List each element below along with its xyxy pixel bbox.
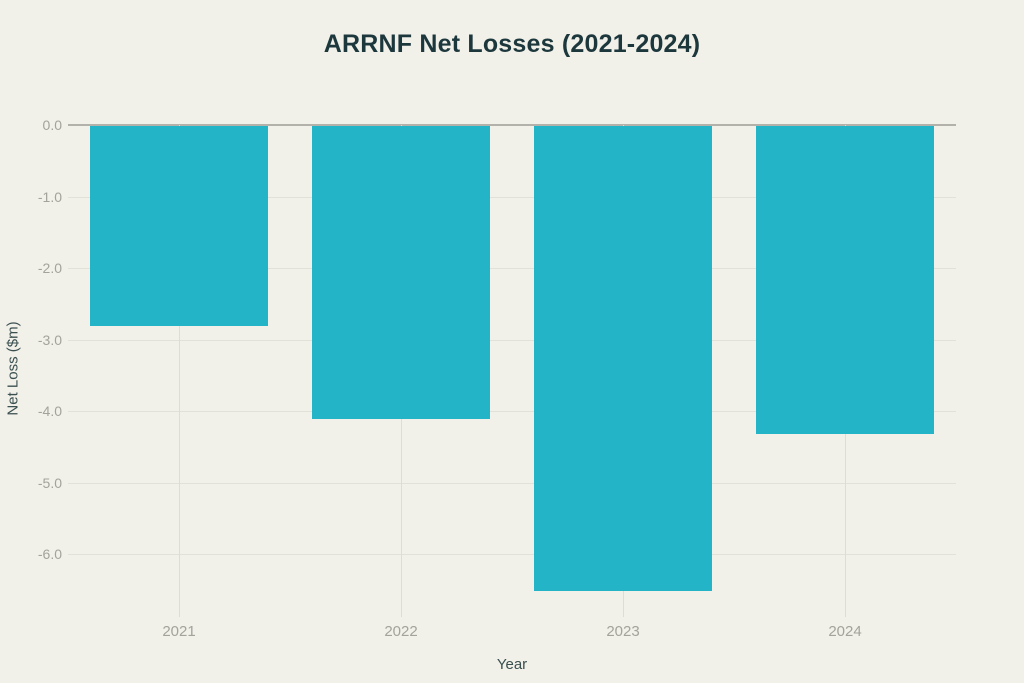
chart-title: ARRNF Net Losses (2021-2024) xyxy=(323,30,701,58)
v-gridline xyxy=(178,125,180,617)
x-tick-label: 2024 xyxy=(828,623,862,640)
x-tick-label: 2021 xyxy=(162,623,196,640)
y-tick-label: -4.0 xyxy=(37,403,62,420)
bar xyxy=(312,126,490,420)
h-gridline xyxy=(68,554,956,556)
bar xyxy=(90,126,268,327)
y-tick-label: 0.0 xyxy=(42,117,62,133)
zero-line xyxy=(68,124,956,126)
h-gridline xyxy=(68,268,956,270)
x-axis-title: Year xyxy=(496,656,528,673)
y-tick-label: -2.0 xyxy=(37,260,62,277)
y-tick-label: -3.0 xyxy=(37,331,62,348)
y-tick-label: -1.0 xyxy=(37,188,62,205)
y-tick-label: -5.0 xyxy=(37,474,62,491)
plot-area xyxy=(68,124,956,617)
x-tick-label: 2022 xyxy=(384,623,418,640)
x-tick-label: 2023 xyxy=(606,623,640,640)
bar xyxy=(534,126,712,592)
y-tick-label: -6.0 xyxy=(37,546,62,563)
bar xyxy=(756,126,934,434)
h-gridline xyxy=(68,339,956,341)
h-gridline xyxy=(68,411,956,413)
h-gridline xyxy=(68,196,956,198)
h-gridline xyxy=(68,482,956,484)
